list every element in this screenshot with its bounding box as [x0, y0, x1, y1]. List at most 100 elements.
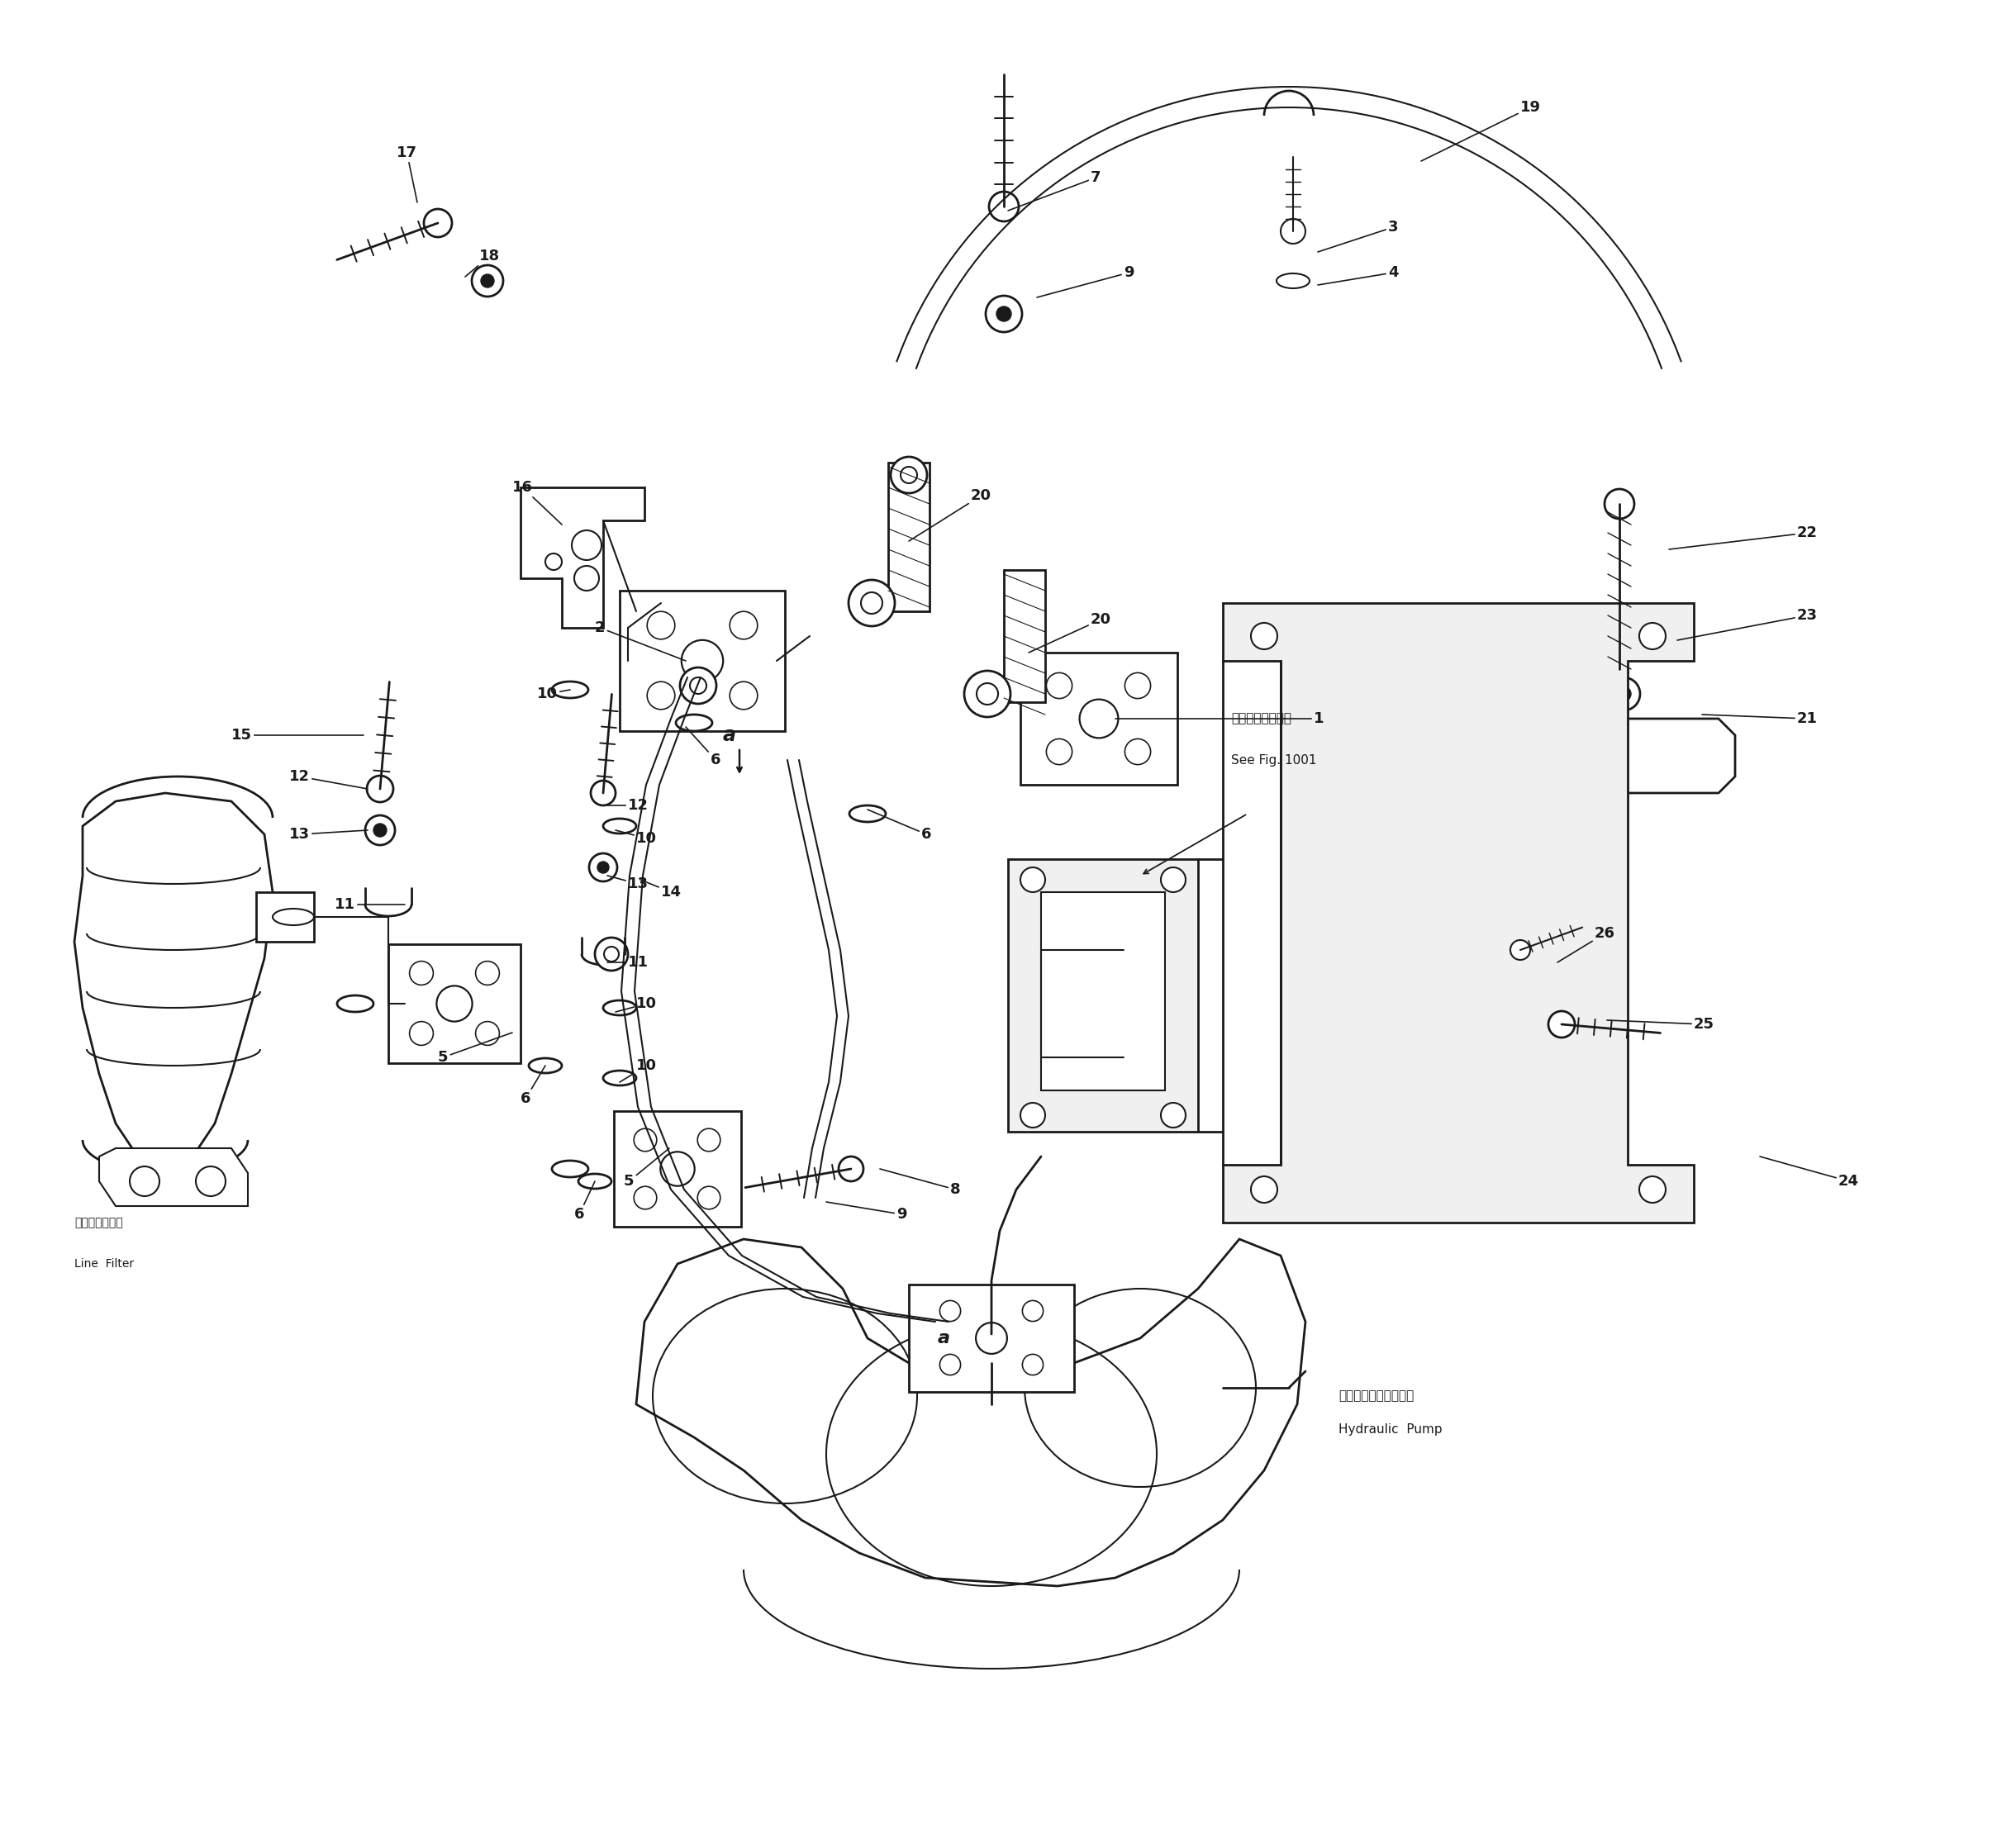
Ellipse shape	[544, 553, 562, 570]
Text: a: a	[937, 1331, 950, 1347]
Text: 22: 22	[1669, 526, 1818, 550]
Ellipse shape	[1607, 678, 1641, 711]
Text: 6: 6	[520, 1066, 544, 1106]
Ellipse shape	[689, 678, 706, 695]
Ellipse shape	[677, 652, 710, 686]
Ellipse shape	[1639, 623, 1665, 649]
Ellipse shape	[976, 684, 998, 704]
Text: 6: 6	[685, 728, 722, 768]
Ellipse shape	[1125, 739, 1151, 765]
Ellipse shape	[589, 853, 617, 882]
Ellipse shape	[482, 274, 494, 287]
Ellipse shape	[365, 816, 395, 845]
Text: 23: 23	[1677, 608, 1818, 640]
Ellipse shape	[996, 307, 1012, 322]
Text: 21: 21	[1702, 711, 1818, 726]
Text: Line  Filter: Line Filter	[75, 1257, 133, 1270]
Text: 7: 7	[1008, 171, 1101, 211]
Ellipse shape	[1605, 489, 1635, 518]
Text: 2: 2	[595, 621, 685, 662]
Ellipse shape	[861, 592, 883, 614]
Text: 1: 1	[1115, 711, 1325, 726]
Text: 12: 12	[288, 768, 367, 789]
Ellipse shape	[647, 682, 675, 709]
Text: ハイドロリックポンプ: ハイドロリックポンプ	[1339, 1390, 1413, 1402]
Text: 4: 4	[1318, 265, 1399, 285]
Polygon shape	[1603, 719, 1736, 792]
Bar	[615, 1110, 742, 1226]
Polygon shape	[520, 487, 645, 629]
Ellipse shape	[1046, 739, 1073, 765]
Ellipse shape	[633, 1186, 657, 1209]
Ellipse shape	[367, 776, 393, 801]
Text: 5: 5	[437, 1033, 512, 1064]
Ellipse shape	[476, 1022, 500, 1046]
Ellipse shape	[687, 662, 702, 676]
Text: 16: 16	[512, 480, 562, 524]
Ellipse shape	[437, 985, 472, 1022]
Text: 10: 10	[615, 831, 657, 845]
Text: 15: 15	[232, 728, 363, 743]
Ellipse shape	[1280, 219, 1306, 244]
Polygon shape	[75, 792, 272, 1156]
Text: 20: 20	[1028, 612, 1111, 652]
Ellipse shape	[730, 682, 758, 709]
Text: 25: 25	[1607, 1016, 1714, 1031]
Text: 9: 9	[827, 1202, 907, 1222]
Ellipse shape	[1617, 686, 1631, 702]
Ellipse shape	[409, 1022, 433, 1046]
Text: 11: 11	[335, 897, 405, 912]
Ellipse shape	[1250, 1176, 1278, 1202]
Ellipse shape	[573, 531, 601, 561]
Ellipse shape	[1046, 673, 1073, 698]
Ellipse shape	[990, 191, 1018, 221]
Ellipse shape	[575, 566, 599, 590]
Polygon shape	[889, 463, 929, 612]
Ellipse shape	[647, 612, 675, 640]
Ellipse shape	[1161, 1103, 1185, 1127]
Text: Hydraulic  Pump: Hydraulic Pump	[1339, 1423, 1441, 1435]
Ellipse shape	[476, 961, 500, 985]
Text: 17: 17	[397, 145, 417, 202]
Ellipse shape	[939, 1301, 960, 1322]
Ellipse shape	[1020, 1103, 1044, 1127]
Text: 3: 3	[1318, 221, 1399, 252]
Ellipse shape	[901, 467, 917, 483]
Ellipse shape	[681, 640, 724, 682]
Polygon shape	[1004, 570, 1044, 702]
Ellipse shape	[839, 1156, 863, 1182]
Ellipse shape	[595, 937, 627, 970]
Ellipse shape	[891, 458, 927, 493]
Polygon shape	[637, 1239, 1306, 1586]
Text: 13: 13	[288, 827, 367, 842]
Ellipse shape	[1022, 1355, 1042, 1375]
Text: See Fig. 1001: See Fig. 1001	[1232, 754, 1316, 766]
Ellipse shape	[849, 581, 895, 627]
Ellipse shape	[1125, 673, 1151, 698]
Ellipse shape	[698, 1186, 720, 1209]
Ellipse shape	[1510, 939, 1530, 959]
Ellipse shape	[698, 1129, 720, 1151]
Ellipse shape	[1548, 1011, 1574, 1037]
Polygon shape	[99, 1149, 248, 1206]
Ellipse shape	[129, 1167, 159, 1197]
Text: 9: 9	[1036, 265, 1135, 298]
Ellipse shape	[1639, 1176, 1665, 1202]
Ellipse shape	[730, 612, 758, 640]
Text: 18: 18	[466, 248, 500, 278]
Ellipse shape	[472, 265, 504, 296]
Text: 11: 11	[607, 956, 649, 970]
Bar	[1008, 858, 1198, 1132]
Ellipse shape	[423, 210, 452, 237]
Text: 20: 20	[909, 489, 992, 540]
Ellipse shape	[1079, 698, 1119, 739]
Text: 5: 5	[623, 1149, 669, 1189]
Text: 24: 24	[1760, 1156, 1859, 1189]
Ellipse shape	[1022, 1301, 1042, 1322]
Text: 6: 6	[867, 809, 931, 842]
Ellipse shape	[597, 862, 609, 873]
Bar	[909, 1285, 1075, 1391]
Text: 12: 12	[607, 798, 649, 812]
Ellipse shape	[591, 781, 615, 805]
Ellipse shape	[661, 1152, 696, 1186]
